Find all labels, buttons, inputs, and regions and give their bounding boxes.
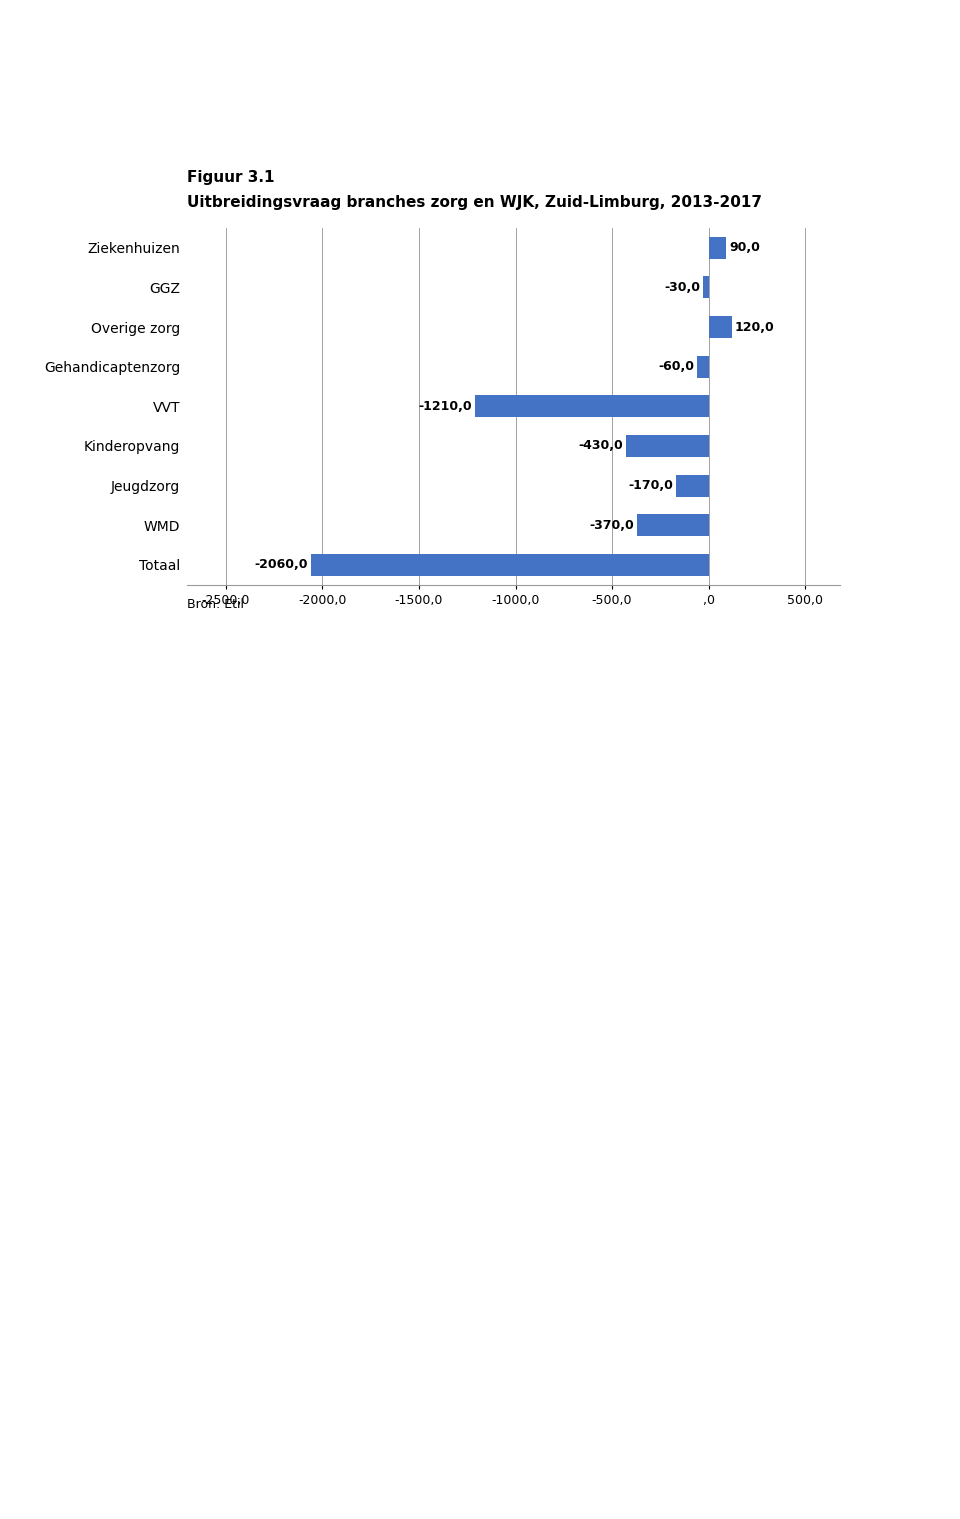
Bar: [697, 355, 708, 378]
Bar: [708, 237, 726, 258]
Bar: [626, 434, 708, 457]
Text: Uitbreidingsvraag branches zorg en WJK, Zuid-Limburg, 2013-2017: Uitbreidingsvraag branches zorg en WJK, …: [187, 194, 762, 210]
Bar: [708, 316, 732, 337]
Text: 90,0: 90,0: [729, 242, 759, 254]
Bar: [703, 276, 708, 298]
Bar: [475, 395, 708, 418]
Text: -170,0: -170,0: [628, 478, 673, 492]
Text: -2060,0: -2060,0: [254, 559, 308, 571]
Text: Figuur 3.1: Figuur 3.1: [187, 170, 275, 185]
Text: Bron: Etil: Bron: Etil: [187, 598, 244, 612]
Text: -60,0: -60,0: [659, 360, 694, 374]
Bar: [676, 475, 708, 497]
Text: -370,0: -370,0: [589, 519, 635, 532]
Text: -30,0: -30,0: [664, 281, 700, 293]
Bar: [637, 515, 708, 536]
Bar: [311, 554, 708, 576]
Text: -1210,0: -1210,0: [419, 399, 472, 413]
Text: 120,0: 120,0: [734, 321, 775, 334]
Text: -430,0: -430,0: [578, 439, 623, 453]
